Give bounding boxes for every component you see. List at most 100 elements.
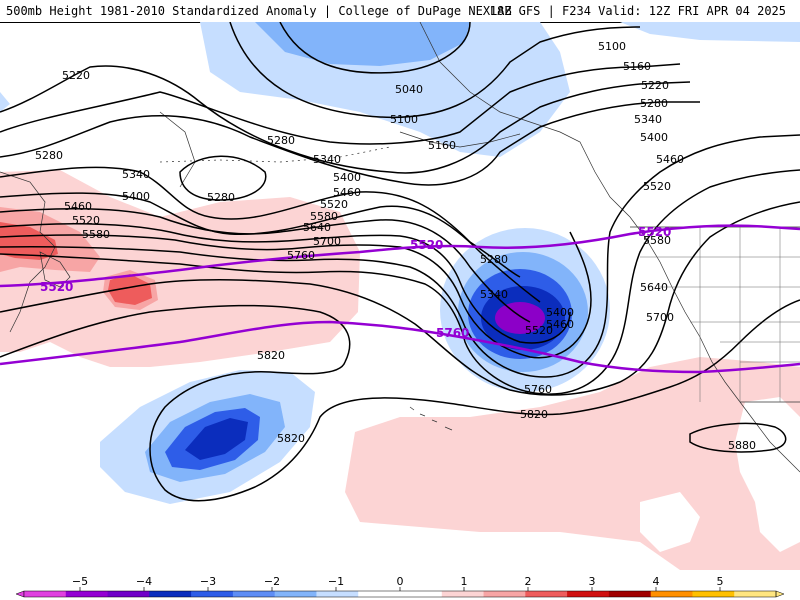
label-5460-b: 5460 bbox=[333, 186, 361, 199]
alaska-peninsula bbox=[399, 131, 521, 148]
pos-anomaly-wpac-1 bbox=[0, 170, 360, 367]
colorbar-tick-label: 4 bbox=[653, 575, 660, 588]
colorbar-tick-label: 1 bbox=[461, 575, 468, 588]
label-5160-a: 5160 bbox=[623, 60, 651, 73]
label-5640-a: 5640 bbox=[303, 221, 331, 234]
pos-anomaly-subtrop bbox=[345, 357, 800, 570]
label-5520-a: 5520 bbox=[72, 214, 100, 227]
anomaly-gap-coast bbox=[735, 397, 800, 552]
label-5340-a: 5340 bbox=[122, 168, 150, 181]
label-5280-b: 5280 bbox=[267, 134, 295, 147]
colorbar-segment bbox=[316, 591, 359, 597]
contour-5460 bbox=[0, 207, 531, 323]
pos-anomaly-wpac-5 bbox=[108, 274, 152, 305]
colorbar-min-arrow bbox=[15, 590, 25, 598]
colorbar-segment bbox=[191, 591, 234, 597]
colorbar-segment bbox=[734, 591, 777, 597]
thickness-labels: 5520 5520 5520 5760 bbox=[40, 225, 671, 340]
neg-anomaly-bering bbox=[200, 22, 570, 157]
label-5400-d: 5400 bbox=[546, 306, 574, 319]
label-5460-d: 5460 bbox=[546, 318, 574, 331]
colorbar-segment bbox=[107, 591, 150, 597]
500mb-anomaly-map: 5040 5100 5100 5160 5160 5220 5220 5280 … bbox=[0, 22, 800, 570]
colorbar-segment bbox=[232, 591, 276, 597]
colorbar-segment bbox=[149, 591, 192, 597]
aleutians bbox=[159, 146, 391, 163]
north-america-coast bbox=[419, 22, 800, 473]
label-5580-b: 5580 bbox=[310, 210, 338, 223]
colorbar-segment bbox=[483, 591, 526, 597]
colorbar-ticks: −5 −4 −3 −2 −1 0 1 2 3 4 5 bbox=[72, 575, 724, 591]
contour-5220 bbox=[0, 65, 691, 174]
thickness-5520 bbox=[0, 224, 800, 288]
colorbar-segment bbox=[567, 591, 610, 597]
contour-5640 bbox=[0, 134, 800, 378]
thickness-label-5760: 5760 bbox=[436, 326, 469, 340]
label-5880: 5880 bbox=[728, 439, 756, 452]
anomaly-shading bbox=[0, 22, 800, 570]
label-5760-a: 5760 bbox=[287, 249, 315, 262]
thickness-label-5520-b: 5520 bbox=[410, 238, 443, 252]
colorbar-max-arrow bbox=[775, 590, 785, 598]
label-5340-d: 5340 bbox=[480, 288, 508, 301]
colorbar-segment bbox=[608, 591, 652, 597]
label-5400-a: 5400 bbox=[122, 190, 150, 203]
colorbar-segment bbox=[400, 591, 443, 597]
map-title: 500mb Height 1981-2010 Standardized Anom… bbox=[6, 4, 512, 18]
colorbar-tick-label: −1 bbox=[328, 575, 344, 588]
contour-5040 bbox=[279, 22, 471, 74]
colorbar-segment bbox=[24, 591, 67, 597]
label-5700-a: 5700 bbox=[313, 235, 341, 248]
colorbar-segment bbox=[274, 591, 317, 597]
neg-anomaly-goa-5 bbox=[495, 302, 545, 334]
neg-anomaly-ne bbox=[620, 22, 800, 42]
label-5820-b: 5820 bbox=[277, 432, 305, 445]
label-5520-d: 5520 bbox=[525, 324, 553, 337]
colorbar-tick-label: 0 bbox=[397, 575, 404, 588]
contour-5280-closed bbox=[179, 155, 267, 201]
anomaly-colorbar: −5 −4 −3 −2 −1 0 1 2 3 4 5 bbox=[0, 570, 800, 600]
contour-5160 bbox=[0, 63, 681, 145]
map-header: 500mb Height 1981-2010 Standardized Anom… bbox=[0, 0, 800, 23]
contour-5820-a bbox=[0, 304, 351, 363]
label-5580-c: 5580 bbox=[643, 234, 671, 247]
pos-anomaly-wpac-3 bbox=[0, 222, 58, 260]
contour-5100-a bbox=[229, 22, 641, 119]
colorbar-segment bbox=[650, 591, 693, 597]
label-5580-a: 5580 bbox=[82, 228, 110, 241]
colorbar-segment bbox=[65, 591, 109, 597]
colorbar-tick-label: −4 bbox=[136, 575, 152, 588]
colorbar-tick-label: 5 bbox=[717, 575, 724, 588]
contour-5880 bbox=[689, 422, 787, 453]
anomaly-gap-sw bbox=[640, 492, 700, 552]
label-5460-c: 5460 bbox=[656, 153, 684, 166]
label-5160-b: 5160 bbox=[428, 139, 456, 152]
label-5100-a: 5100 bbox=[598, 40, 626, 53]
neg-anomaly-nw bbox=[0, 92, 10, 112]
hawaii-islands bbox=[409, 406, 453, 431]
label-5280-e: 5280 bbox=[480, 253, 508, 266]
colorbar-tick-label: −2 bbox=[264, 575, 280, 588]
contour-5760 bbox=[0, 201, 800, 396]
label-5280-c: 5280 bbox=[207, 191, 235, 204]
label-5820-a: 5820 bbox=[257, 349, 285, 362]
colorbar-tick-label: −3 bbox=[200, 575, 216, 588]
label-5340-b: 5340 bbox=[313, 153, 341, 166]
label-5040: 5040 bbox=[395, 83, 423, 96]
kamchatka bbox=[159, 111, 196, 188]
colorbar-bar bbox=[15, 590, 785, 598]
contour-5400 bbox=[0, 192, 541, 303]
neg-anomaly-cpac-4 bbox=[185, 418, 248, 460]
height-contours bbox=[0, 22, 800, 502]
label-5220-b: 5220 bbox=[641, 79, 669, 92]
label-5280-d: 5280 bbox=[640, 97, 668, 110]
state-lines bbox=[640, 227, 800, 402]
contour-5280 bbox=[0, 101, 700, 186]
label-5460-a: 5460 bbox=[64, 200, 92, 213]
label-5820-c: 5820 bbox=[520, 408, 548, 421]
label-5520-c: 5520 bbox=[643, 180, 671, 193]
label-5520-b: 5520 bbox=[320, 198, 348, 211]
label-5640-b: 5640 bbox=[640, 281, 668, 294]
colorbar-segment bbox=[525, 591, 568, 597]
